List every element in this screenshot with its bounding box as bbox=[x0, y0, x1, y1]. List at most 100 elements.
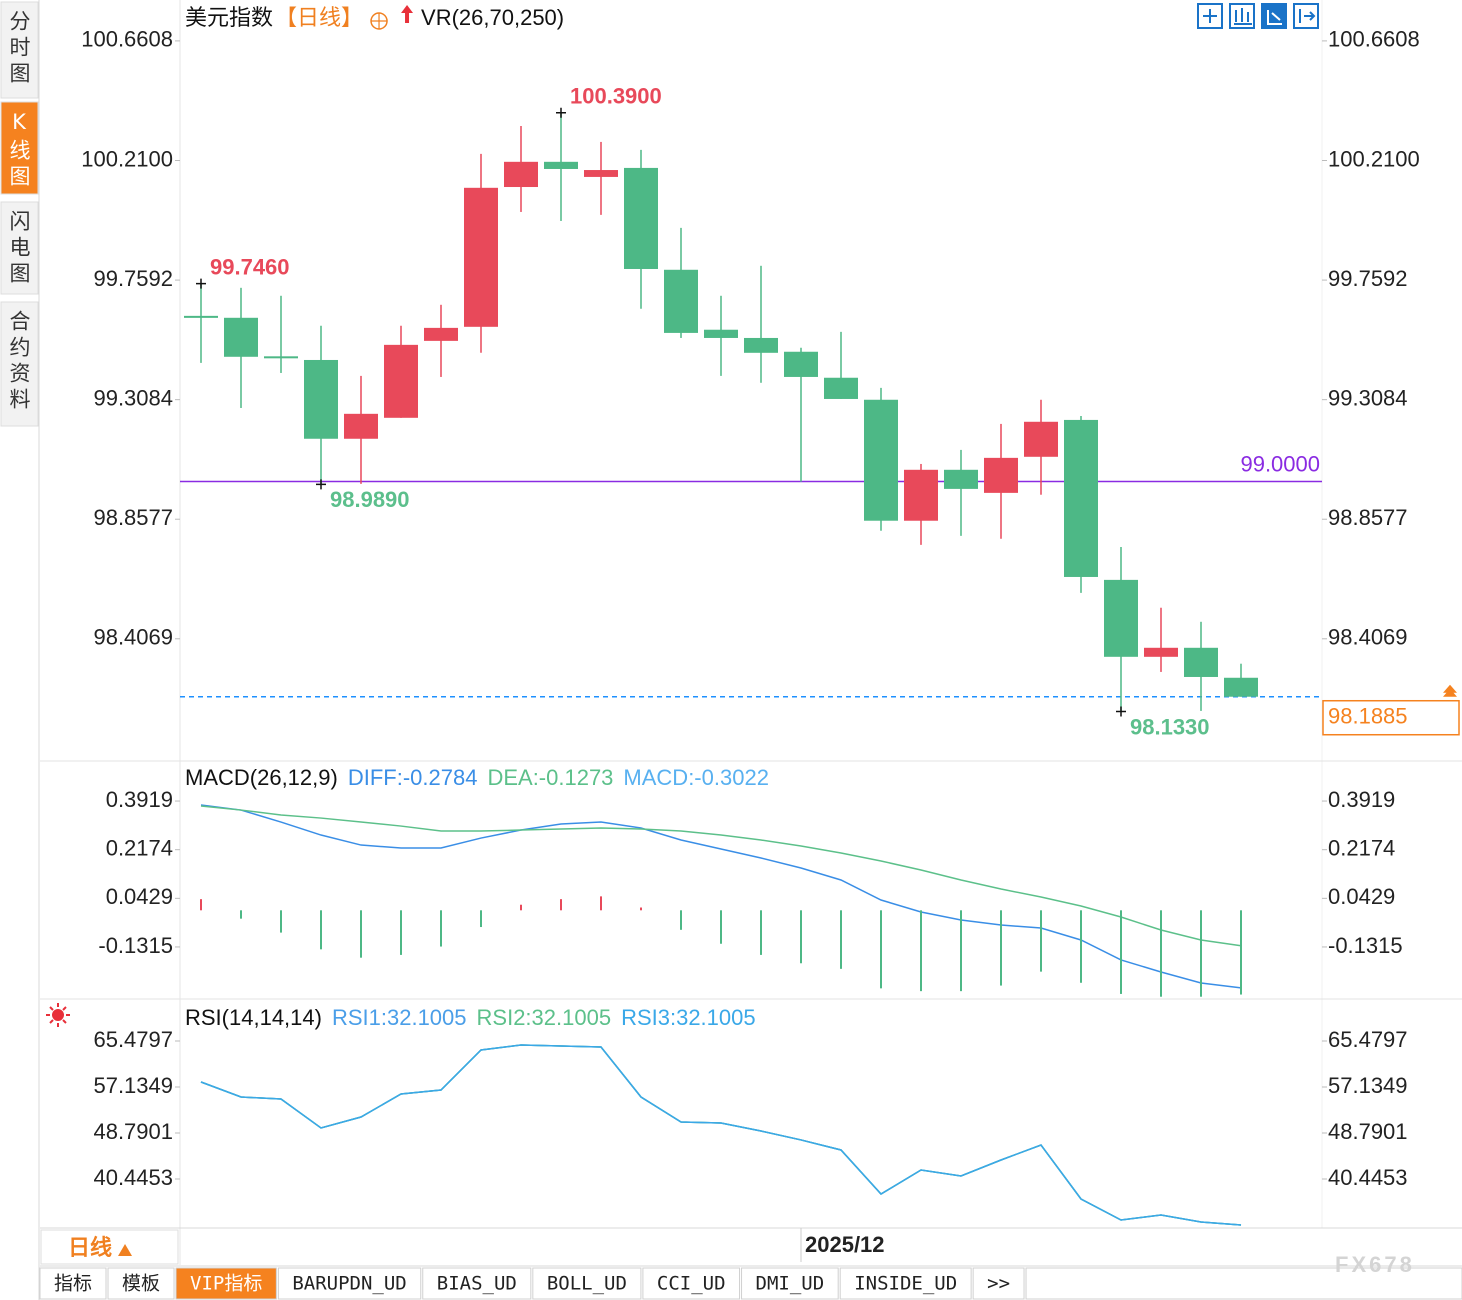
alert-icon bbox=[1443, 684, 1457, 697]
sidebar-tab[interactable] bbox=[0, 1, 39, 99]
tab-label: CCI_UD bbox=[657, 1273, 726, 1295]
candle-body bbox=[1224, 677, 1258, 697]
tab-label: VIP指标 bbox=[190, 1273, 262, 1295]
candle-body bbox=[304, 359, 338, 439]
extreme-marker bbox=[316, 479, 326, 490]
sidebar-rest bbox=[1, 428, 38, 1300]
extreme-label: 98.1330 bbox=[1130, 714, 1210, 739]
y-tick-label: 57.1349 bbox=[93, 1073, 173, 1098]
legend-entry: RSI2:32.1005 bbox=[477, 1005, 612, 1030]
sidebar-tab-label: K线图 bbox=[7, 110, 31, 191]
period-button[interactable] bbox=[40, 1229, 179, 1265]
icon-glyph bbox=[1234, 8, 1252, 25]
candle-body bbox=[984, 457, 1018, 493]
icon-glyph bbox=[371, 13, 388, 29]
x-tick-label: 2025/12 bbox=[805, 1232, 885, 1257]
y-tick-label-right: 100.6608 bbox=[1328, 27, 1420, 52]
indicator-title: MACD(26,12,9) bbox=[185, 765, 338, 790]
last-price-label: 98.1885 bbox=[1328, 704, 1408, 729]
y-tick-label-right: 99.7592 bbox=[1328, 266, 1408, 291]
watermark: FX678 bbox=[1335, 1252, 1415, 1277]
vr-arrow-icon bbox=[401, 5, 414, 23]
y-tick-label-right: 48.7901 bbox=[1328, 1119, 1408, 1144]
y-tick-label-right: 98.4069 bbox=[1328, 625, 1408, 650]
tab[interactable] bbox=[642, 1267, 741, 1300]
legend-entry: MACD:-0.3022 bbox=[623, 765, 769, 790]
sidebar-tab[interactable] bbox=[0, 201, 39, 295]
tab[interactable] bbox=[277, 1267, 422, 1300]
settings-icon[interactable] bbox=[46, 1003, 70, 1027]
candle-body bbox=[624, 167, 658, 269]
candle-body bbox=[744, 337, 778, 353]
extreme-marker bbox=[556, 107, 566, 118]
reference-label: 99.0000 bbox=[1240, 451, 1320, 476]
extreme-label: 100.3900 bbox=[570, 84, 662, 109]
candle-body bbox=[584, 170, 618, 177]
y-tick-label-right: 99.3084 bbox=[1328, 385, 1408, 410]
tab[interactable] bbox=[39, 1267, 107, 1300]
tab[interactable] bbox=[839, 1267, 972, 1300]
tab[interactable] bbox=[741, 1267, 839, 1300]
tab[interactable] bbox=[107, 1267, 175, 1300]
candle-body bbox=[664, 269, 698, 333]
legend-entry: RSI1:32.1005 bbox=[332, 1005, 467, 1030]
y-tick-label: 48.7901 bbox=[93, 1119, 173, 1144]
y-tick-label-right: 0.3919 bbox=[1328, 787, 1395, 812]
y-tick-label-right: 98.8577 bbox=[1328, 505, 1408, 530]
icon-glyph bbox=[1299, 9, 1316, 23]
y-tick-label: 0.2174 bbox=[106, 836, 173, 861]
y-tick-label: 98.8577 bbox=[93, 505, 173, 530]
sidebar-tab[interactable] bbox=[0, 101, 39, 195]
sidebar-tab-label: 合约资料 bbox=[7, 310, 31, 414]
period-button-label: 日线 bbox=[68, 1235, 112, 1260]
candle-body bbox=[704, 329, 738, 338]
legend-entry: RSI3:32.1005 bbox=[621, 1005, 756, 1030]
bars-icon[interactable] bbox=[1229, 3, 1255, 29]
tab-label: BOLL_UD bbox=[547, 1273, 627, 1295]
indicator-label: VR(26,70,250) bbox=[421, 5, 564, 30]
candle-body bbox=[1184, 647, 1218, 677]
y-tick-label-right: 100.2100 bbox=[1328, 146, 1420, 171]
candle-body bbox=[344, 413, 378, 439]
period-arrow bbox=[118, 1244, 133, 1256]
y-tick-label: 100.6608 bbox=[81, 27, 173, 52]
tab[interactable] bbox=[422, 1267, 532, 1300]
candle-body bbox=[1104, 579, 1138, 657]
y-tick-label: 99.3084 bbox=[93, 385, 173, 410]
tab[interactable] bbox=[532, 1267, 642, 1300]
zoom-icon[interactable] bbox=[1197, 3, 1223, 29]
y-tick-label: 98.4069 bbox=[93, 625, 173, 650]
tab[interactable] bbox=[972, 1267, 1025, 1300]
candle-body bbox=[384, 344, 418, 418]
tab-label: 指标 bbox=[54, 1273, 92, 1295]
candle-body bbox=[264, 356, 298, 359]
tab-label: >> bbox=[987, 1273, 1010, 1295]
tab-label: DMI_UD bbox=[756, 1273, 825, 1295]
y-tick-label: 40.4453 bbox=[93, 1165, 173, 1190]
last-price-box bbox=[1322, 699, 1460, 736]
candle-body bbox=[1024, 421, 1058, 457]
extreme-label: 99.7460 bbox=[210, 254, 290, 279]
y-tick-label: 65.4797 bbox=[93, 1027, 173, 1052]
sidebar-tab-label: 分时图 bbox=[7, 10, 31, 88]
candle-body bbox=[944, 469, 978, 489]
y-tick-label: 99.7592 bbox=[93, 266, 173, 291]
series-line bbox=[200, 804, 1242, 989]
legend-entry: DIFF:-0.2784 bbox=[348, 765, 478, 790]
candle-body bbox=[504, 161, 538, 188]
icon-glyph bbox=[1267, 10, 1282, 25]
extreme-marker bbox=[196, 278, 206, 289]
y-tick-label: -0.1315 bbox=[98, 933, 173, 958]
y-tick-label-right: 57.1349 bbox=[1328, 1073, 1408, 1098]
candle-body bbox=[184, 315, 218, 318]
forward-icon[interactable] bbox=[1293, 3, 1319, 29]
icon-glyph bbox=[1203, 9, 1217, 23]
candle-body bbox=[864, 399, 898, 521]
candle-body bbox=[224, 317, 258, 357]
tab[interactable] bbox=[175, 1267, 277, 1300]
y-tick-label: 0.0429 bbox=[106, 884, 173, 909]
toolbar bbox=[1197, 3, 1319, 29]
sidebar-tab[interactable] bbox=[0, 301, 39, 427]
